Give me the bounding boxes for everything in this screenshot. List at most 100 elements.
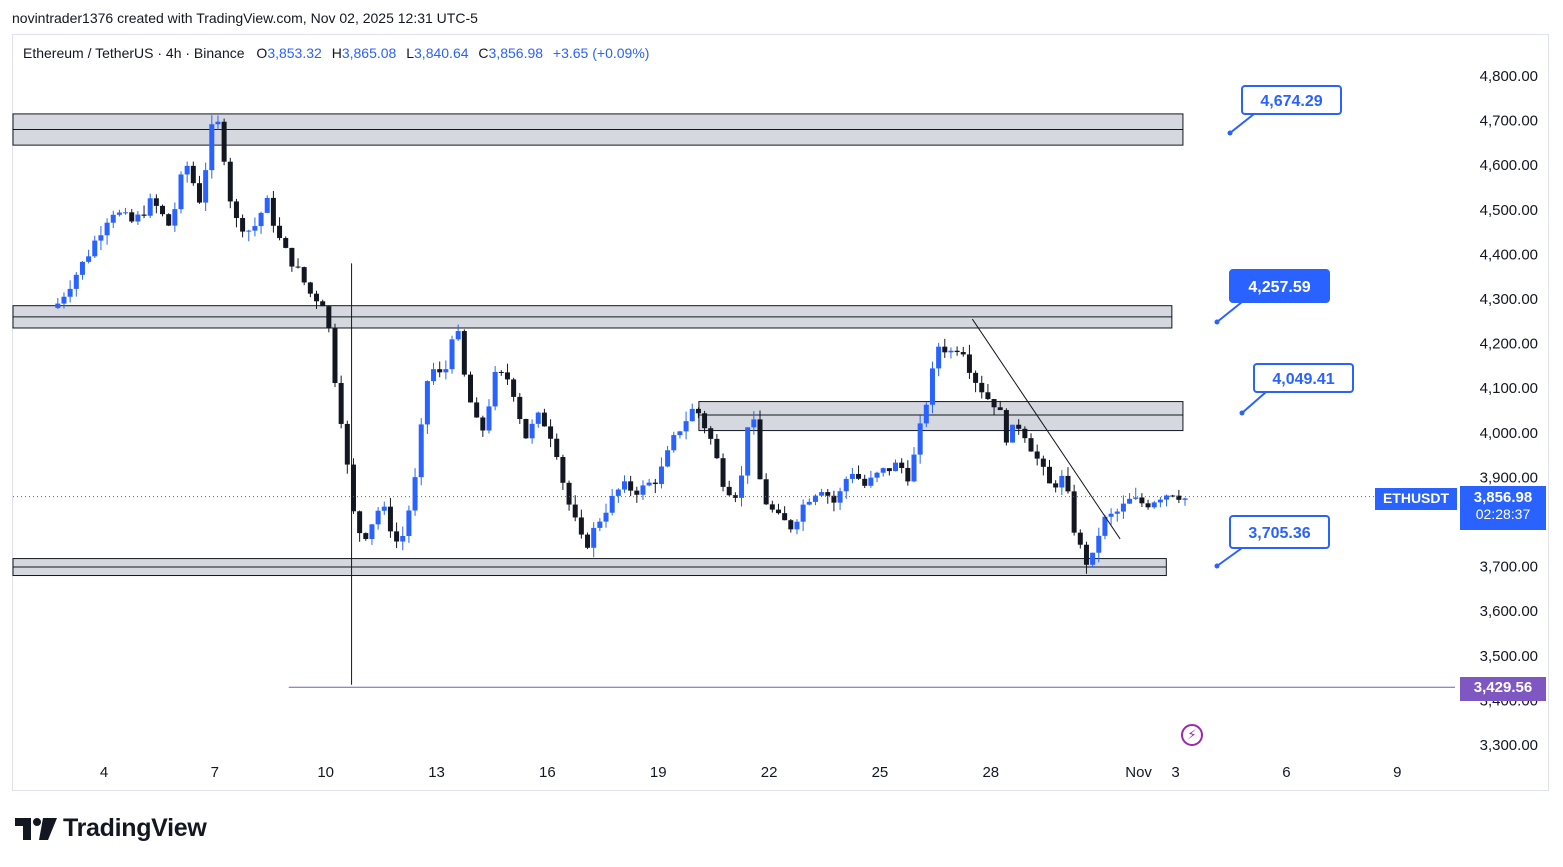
symbol-name[interactable]: Ethereum / TetherUS · 4h · Binance [23,45,245,61]
y-tick-label: 3,300.00 [1480,737,1538,754]
candle [270,197,276,226]
candle [597,521,603,528]
lightning-icon[interactable]: ⚡ [1181,724,1203,746]
candle [800,504,806,522]
candle [67,288,73,297]
candle [264,197,270,213]
candle [1047,466,1053,484]
candle [424,381,430,425]
symbol-badge[interactable]: ETHUSDT [1375,488,1457,510]
candle [289,247,295,267]
callout-box [1253,363,1354,393]
y-tick-label: 4,500.00 [1480,202,1538,219]
brand-name: TradingView [63,814,207,842]
candle [184,165,190,175]
candle [1176,495,1182,500]
axis-layer: 4,800.00 4,700.00 4,600.00 4,500.00 4,400.00… [100,68,1538,781]
candle [1182,498,1188,500]
candle [227,161,233,202]
callout-pointer [1216,301,1243,323]
candle [252,226,258,231]
y-tick-label: 4,200.00 [1480,336,1538,353]
candle [468,374,474,403]
candle [708,428,714,439]
candle [646,482,652,486]
y-tick-label: 3,900.00 [1480,469,1538,486]
y-tick-label: 3,600.00 [1480,603,1538,620]
candle [1133,497,1139,499]
symbol-legend: Ethereum / TetherUS · 4h · Binance O3,85… [23,45,655,61]
callout-label: 4,049.41 [1272,371,1334,388]
candle [1010,424,1016,443]
candle [973,372,979,383]
candle [634,490,640,495]
candle [375,510,381,525]
candle [295,266,301,268]
candle [609,495,615,513]
candle [782,513,788,521]
candle [671,435,677,451]
candle [837,491,843,503]
candle [843,478,849,492]
candle [498,371,504,373]
candle [794,521,800,530]
candle [769,504,775,510]
x-tick-label: 7 [211,764,219,781]
candle [541,412,547,427]
callout-pointer [1216,547,1243,567]
candle [1034,451,1040,459]
candle [886,468,892,472]
y-tick-label: 4,100.00 [1480,380,1538,397]
x-tick-label: 13 [428,764,445,781]
x-tick-label: 9 [1393,764,1401,781]
low-level-badge: 3,429.56 [1460,677,1546,701]
ohlc-change: +3.65 (+0.09%) [552,45,650,61]
candle [104,222,110,236]
bar-countdown: 02:28:37 [1475,506,1531,522]
ohlc-low: L3,840.64 [406,45,469,61]
trendline [971,318,1121,540]
candle [905,467,911,482]
candle [985,392,991,400]
candle [1003,410,1009,443]
candle [221,121,227,162]
candle [585,534,591,548]
candle [732,495,738,498]
candle [849,473,855,479]
candle [338,383,344,424]
y-tick-label: 4,300.00 [1480,291,1538,308]
candle [400,535,406,542]
candle [745,427,751,476]
candle [196,183,202,203]
overlay-layer: 4,674.29 4,257.59 4,049.41 3,705.36 [13,85,1455,688]
candle [751,419,757,428]
candle [240,218,246,232]
candle [929,368,935,405]
candle [856,473,862,479]
candle [763,479,769,505]
callout-pointer [1229,113,1255,134]
candle [566,482,572,505]
candle [480,417,486,431]
candle [991,399,997,408]
candle [1120,503,1126,512]
candle [1145,503,1151,508]
candle [412,477,418,511]
zones-layer [12,113,1184,577]
candle [437,369,443,373]
x-tick-label: 19 [650,764,667,781]
callout-anchor-dot [1214,563,1220,569]
candle [147,198,153,216]
candle [720,458,726,487]
candle [283,238,289,248]
candle [640,485,646,495]
candle [689,408,695,422]
candle [418,424,424,478]
y-tick-label: 4,700.00 [1480,113,1538,130]
candle [1059,475,1065,488]
candle [683,421,689,432]
candles-layer [55,115,1188,685]
candle [979,382,985,393]
candle [775,509,781,514]
